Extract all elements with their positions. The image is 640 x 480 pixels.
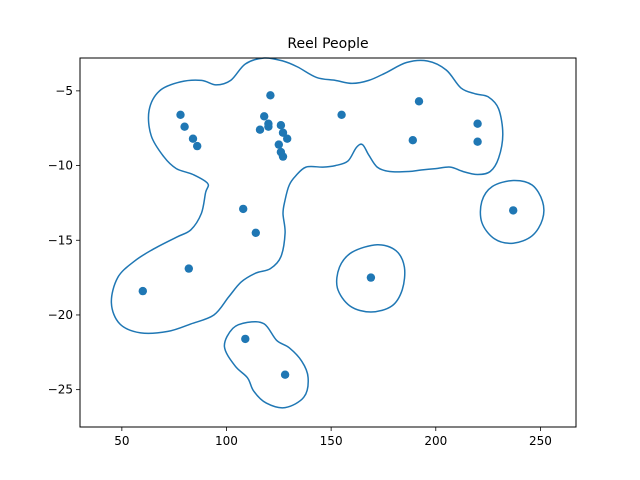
x-tick-label: 200 <box>424 434 447 448</box>
x-tick-label: 100 <box>215 434 238 448</box>
scatter-point-8 <box>264 122 273 131</box>
scatter-point-17 <box>414 97 424 106</box>
x-axis: 50 100 150 200 250 <box>114 427 552 448</box>
y-tick-label: −5 <box>55 84 73 98</box>
plot-frame <box>79 57 577 428</box>
x-tick-label: 50 <box>114 434 129 448</box>
scatter-point-5 <box>193 141 202 151</box>
chart-title: Reel People <box>287 36 368 52</box>
scatter-point-19 <box>473 119 482 128</box>
scatter-point-28 <box>280 370 290 379</box>
scatter-point-9 <box>255 125 265 134</box>
y-tick-label: −20 <box>48 308 73 322</box>
scatter-point-26 <box>366 273 376 282</box>
contour-line-1 <box>110 57 504 335</box>
contour-line-4 <box>223 321 309 409</box>
scatter-point-2 <box>176 110 185 120</box>
scatter-point-10 <box>276 121 286 130</box>
scatter-point-23 <box>184 264 193 273</box>
scatter-point-13 <box>274 140 283 149</box>
y-tick-label: −10 <box>48 159 73 173</box>
scatter-point-3 <box>180 122 189 131</box>
x-tick-label: 250 <box>529 434 552 448</box>
contour-lines <box>110 57 545 409</box>
scatter-point-27 <box>241 334 250 344</box>
y-tick-label: −15 <box>48 233 73 247</box>
contour-line-3 <box>335 243 406 313</box>
scatter-point-21 <box>239 204 248 214</box>
scatter-points <box>138 91 518 379</box>
x-tick-label: 150 <box>320 434 343 448</box>
scatter-point-25 <box>509 206 518 215</box>
scatter-point-4 <box>188 134 198 143</box>
scatter-point-1 <box>266 91 275 100</box>
scatter-point-16 <box>337 110 346 120</box>
y-tick-label: −25 <box>48 383 73 397</box>
scatter-point-12 <box>283 134 292 143</box>
scatter-point-15 <box>278 152 288 161</box>
contour-line-2 <box>479 179 545 245</box>
scatter-point-11 <box>278 128 288 137</box>
scatter-point-6 <box>260 112 269 121</box>
scatter-point-18 <box>408 136 417 145</box>
scatter-point-24 <box>138 286 147 296</box>
scatter-point-20 <box>473 137 482 146</box>
scatter-point-22 <box>251 228 260 237</box>
y-axis: −5 −10 −15 −20 −25 <box>48 84 80 397</box>
